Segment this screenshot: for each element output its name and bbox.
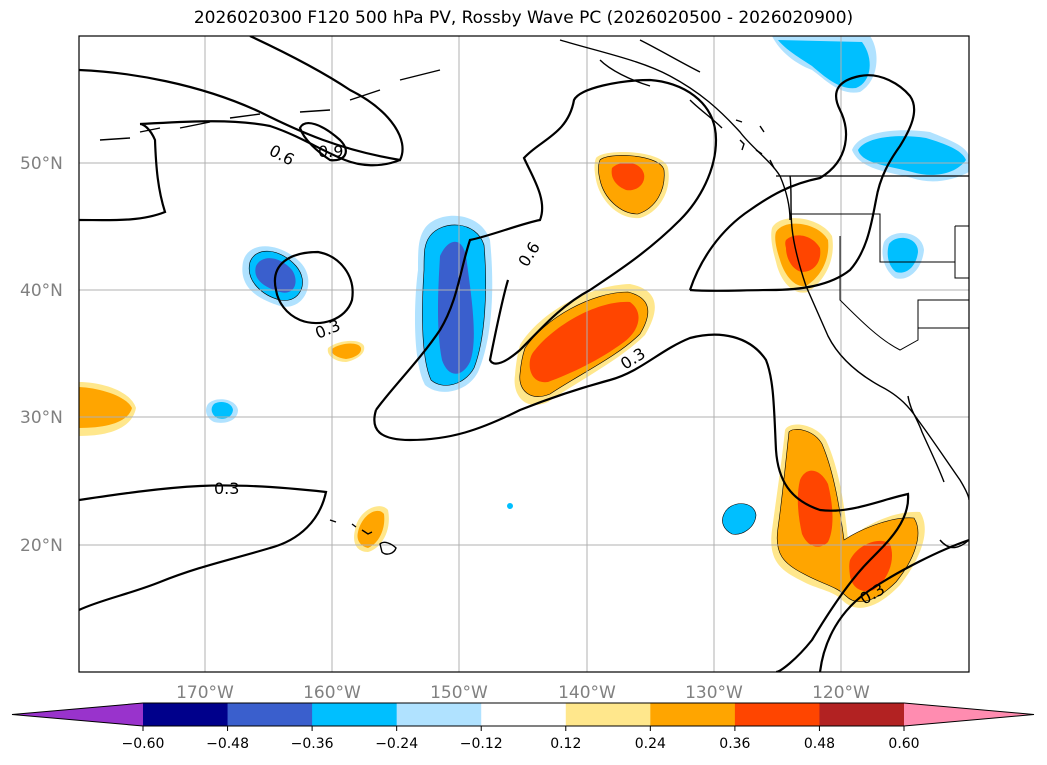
coastlines: [99, 39, 969, 555]
colorbar: −0.60 −0.48 −0.36 −0.24 −0.12 0.12 0.24 0.36 0.4…: [11, 702, 1035, 752]
colorbar-segment: [481, 703, 567, 726]
contour-se: [818, 538, 969, 672]
lat-label-50n: 50°N: [20, 154, 63, 174]
colorbar-segment: [650, 703, 736, 726]
colorbar-extend-max: [904, 703, 1034, 726]
colorbar-segment: [396, 703, 482, 726]
colorbar-segment: [565, 703, 651, 726]
positive-anomaly-fills: [79, 152, 925, 608]
latitude-labels: 50°N 40°N 30°N 20°N: [20, 154, 63, 556]
colorbar-segment: [143, 703, 229, 726]
colorbar-tick-label: 0.12: [550, 736, 581, 752]
colorbar-tick-label: −0.12: [460, 736, 503, 752]
plot-area: 0.6 0.9 0.3 0.6 0.3 0.3 0.3: [79, 36, 969, 672]
lon-label-130w: 130°W: [685, 683, 743, 703]
lat-label-40n: 40°N: [20, 281, 63, 301]
colorbar-segment: [734, 703, 820, 726]
lon-label-120w: 120°W: [812, 683, 870, 703]
contour-0-3-loop: [273, 250, 354, 325]
colorbar-tick-label: 0.36: [719, 736, 750, 752]
state-line-2: [839, 236, 969, 351]
colorbar-segment: [227, 703, 313, 726]
colorbar-tick-label: −0.60: [122, 736, 165, 752]
lon-label-160w: 160°W: [303, 683, 361, 703]
contour-0-6-west: [79, 36, 404, 162]
colorbar-segment: [312, 703, 398, 726]
plot-frame: [78, 35, 970, 673]
islands-bc: [735, 119, 775, 169]
state-line-1: [790, 213, 955, 263]
shading-outlines: [248, 155, 919, 602]
colorbar-tick-label: 0.48: [804, 736, 835, 752]
contour-big-loop: [375, 78, 718, 411]
lon-label-140w: 140°W: [558, 683, 616, 703]
longitude-labels: 170°W 160°W 150°W 140°W 130°W 120°W: [176, 683, 870, 703]
contour-0-3-main: [373, 333, 910, 672]
negative-anomaly-fills: [206, 36, 969, 535]
colorbar-tick-label: 0.24: [635, 736, 666, 752]
contour-lines: [79, 36, 969, 672]
state-line-4: [954, 225, 969, 279]
colorbar-tick-label: 0.60: [888, 736, 919, 752]
lat-label-20n: 20°N: [20, 536, 63, 556]
baja: [907, 395, 945, 483]
contour-label-0-9: 0.9: [318, 142, 343, 161]
colorbar-tick-label: −0.24: [375, 736, 418, 752]
colorbar-extend-min: [12, 703, 143, 726]
lat-label-30n: 30°N: [20, 408, 63, 428]
contour-label-0-3c: 0.3: [214, 479, 239, 498]
west-coast: [789, 175, 969, 501]
alaska-coast: [559, 39, 791, 221]
contour-0-9: [298, 122, 347, 162]
colorbar-tick-label: −0.48: [206, 736, 249, 752]
blob-neg-127w-22n: [722, 503, 756, 535]
colorbar-segment: [819, 703, 905, 726]
lon-label-150w: 150°W: [430, 683, 488, 703]
hawaii-islands: [329, 519, 397, 555]
blob-small: [507, 503, 513, 509]
map-title: 2026020300 F120 500 hPa PV, Rossby Wave …: [193, 8, 854, 28]
colorbar-tick-label: −0.36: [291, 736, 334, 752]
contour-0-3-south: [79, 484, 328, 611]
contour-east: [688, 74, 916, 292]
lon-label-170w: 170°W: [176, 683, 234, 703]
